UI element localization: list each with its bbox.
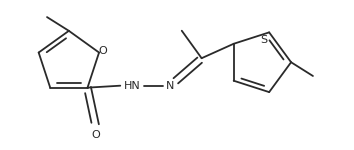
Text: O: O [91,130,100,140]
Text: O: O [99,46,107,56]
Text: N: N [166,81,174,91]
Text: HN: HN [124,81,141,91]
Text: S: S [261,35,268,45]
